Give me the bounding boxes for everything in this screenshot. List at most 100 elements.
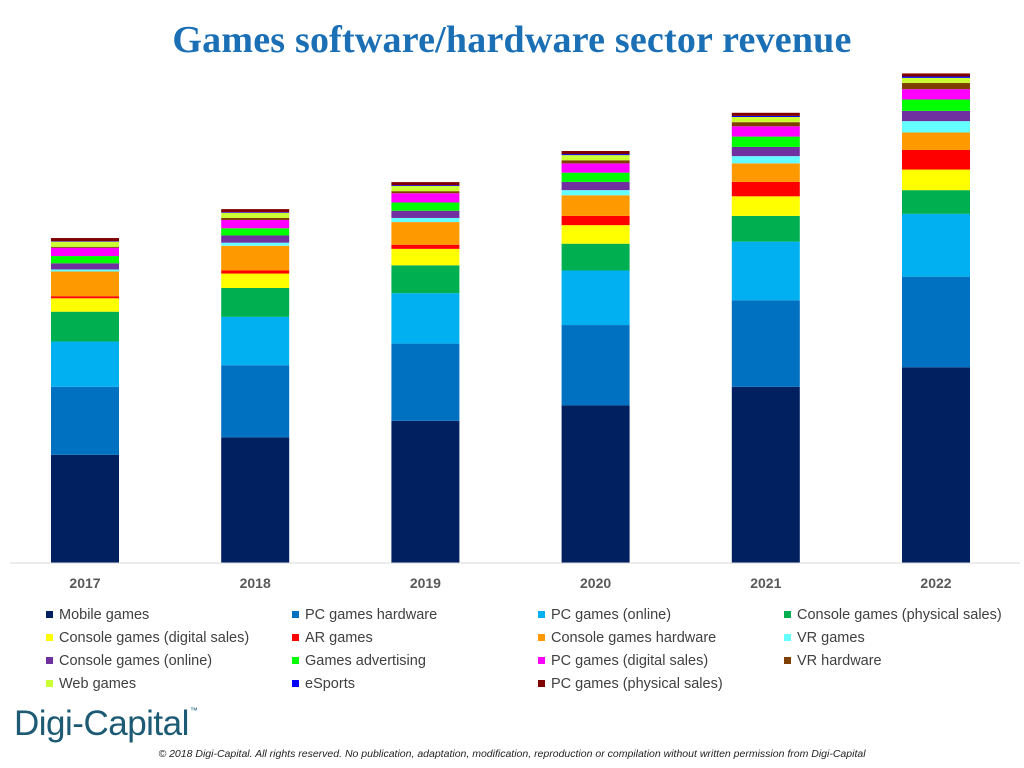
digi-capital-logo: Digi-Capital™ [14, 704, 198, 744]
bar-segment-2019-10 [391, 193, 460, 203]
x-tick-label: 2020 [580, 575, 611, 591]
bar-segment-2022-4 [902, 169, 970, 191]
legend-item: Mobile games [46, 606, 292, 623]
bar-segment-2022-1 [902, 276, 970, 368]
bar-segment-2019-3 [391, 265, 460, 294]
bar-segment-2019-5 [391, 244, 460, 249]
logo-text: Digi-Capital [14, 704, 189, 743]
legend-label: Console games (online) [59, 652, 213, 669]
copyright-notice: © 2018 Digi-Capital. All rights reserved… [158, 748, 866, 760]
legend-label: PC games (digital sales) [551, 652, 709, 669]
bar-segment-2019-7 [391, 217, 460, 223]
legend-swatch [538, 680, 545, 687]
legend-item: Web games [46, 675, 292, 692]
bar-segment-2020-10 [561, 163, 630, 173]
legend-item: PC games (physical sales) [538, 675, 784, 692]
legend-swatch [538, 657, 545, 664]
legend-swatch [46, 611, 53, 618]
bar-segment-2021-14 [731, 112, 800, 116]
bar-segment-2022-0 [902, 367, 970, 563]
bar-segment-2018-9 [221, 228, 290, 236]
legend-swatch [292, 657, 299, 664]
legend-item: Games advertising [292, 652, 538, 669]
bar-segment-2022-8 [902, 110, 970, 122]
bar-segment-2021-10 [731, 126, 800, 137]
legend-label: AR games [305, 629, 373, 646]
bar-segment-2019-13 [391, 185, 460, 187]
bar-segment-2017-13 [51, 241, 119, 242]
bar-segment-2022-5 [902, 149, 970, 170]
legend-swatch [292, 680, 299, 687]
x-tick-label: 2017 [69, 575, 100, 591]
bar-segment-2017-10 [51, 247, 119, 257]
bar-segment-2018-5 [221, 270, 290, 274]
bar-segment-2018-2 [221, 316, 290, 366]
legend-label: Console games (digital sales) [59, 629, 250, 646]
chart-title: Games software/hardware sector revenue [172, 19, 852, 61]
bar-segment-2021-1 [731, 300, 800, 387]
bar-segment-2021-7 [731, 156, 800, 164]
bar-segment-2022-14 [902, 73, 970, 77]
bar-segment-2020-0 [561, 405, 630, 563]
legend-item: Console games (online) [46, 652, 292, 669]
bar-segment-2022-7 [902, 121, 970, 133]
bar-segment-2021-6 [731, 163, 800, 182]
legend-item: Console games hardware [538, 629, 784, 646]
legend-label: Web games [59, 675, 137, 692]
bar-segment-2020-9 [561, 172, 630, 182]
bar-segment-2018-6 [221, 245, 290, 271]
bar-segment-2017-3 [51, 311, 119, 342]
bar-segment-2021-3 [731, 215, 800, 242]
bar-segment-2018-4 [221, 273, 290, 288]
bar-segment-2020-12 [561, 155, 630, 161]
bar-segment-2022-9 [902, 99, 970, 111]
bar-segment-2017-1 [51, 386, 119, 455]
bar-segment-2021-9 [731, 136, 800, 147]
bar-segment-2019-8 [391, 210, 460, 218]
bar-segment-2017-14 [51, 238, 119, 242]
legend-swatch [292, 634, 299, 641]
bar-segment-2018-14 [221, 209, 290, 213]
bar-segment-2020-5 [561, 215, 630, 226]
legend-item: Console games (digital sales) [46, 629, 292, 646]
stacked-bar-chart: 2017 2018 2019 2020 2021 2022 [10, 73, 1020, 591]
legend-swatch [784, 657, 791, 664]
bar-segment-2019-2 [391, 293, 460, 344]
bar-segment-2020-8 [561, 181, 630, 191]
x-tick-label: 2019 [410, 575, 441, 591]
bar-segment-2021-11 [731, 122, 800, 127]
bar-segment-2018-13 [221, 212, 290, 213]
bar-segment-2017-0 [51, 454, 119, 563]
bar-segment-2022-6 [902, 132, 970, 150]
bar-segment-2019-9 [391, 202, 460, 211]
bar-segment-2018-1 [221, 365, 290, 438]
legend-swatch [46, 634, 53, 641]
bar-segment-2019-0 [391, 420, 460, 563]
legend-label: PC games (online) [551, 606, 672, 623]
bar-segment-2022-12 [902, 77, 970, 84]
bar-segment-2020-2 [561, 270, 630, 326]
legend-item: VR games [784, 629, 1016, 646]
bar-segment-2021-13 [731, 115, 800, 118]
legend-item: eSports [292, 675, 538, 692]
trademark-symbol: ™ [189, 706, 198, 715]
bar-segment-2020-14 [561, 151, 630, 155]
bar-segment-2019-4 [391, 248, 460, 266]
bar-segment-2019-12 [391, 186, 460, 192]
bar-segment-2022-3 [902, 190, 970, 214]
bar-segment-2017-6 [51, 271, 119, 297]
legend-label: Mobile games [59, 606, 150, 623]
bar-segment-2017-7 [51, 269, 119, 272]
legend-swatch [46, 657, 53, 664]
legend-swatch [292, 611, 299, 618]
bar-segment-2020-13 [561, 154, 630, 156]
legend-label: PC games (physical sales) [551, 675, 723, 692]
bar-segment-2021-12 [731, 117, 800, 123]
legend-label: Games advertising [305, 652, 426, 669]
bar-segment-2022-10 [902, 89, 970, 100]
legend-label: eSports [305, 675, 355, 692]
legend-item: PC games (digital sales) [538, 652, 784, 669]
legend-label: Console games hardware [551, 629, 717, 646]
bar-segment-2020-1 [561, 325, 630, 406]
bar-segment-2018-8 [221, 235, 290, 243]
